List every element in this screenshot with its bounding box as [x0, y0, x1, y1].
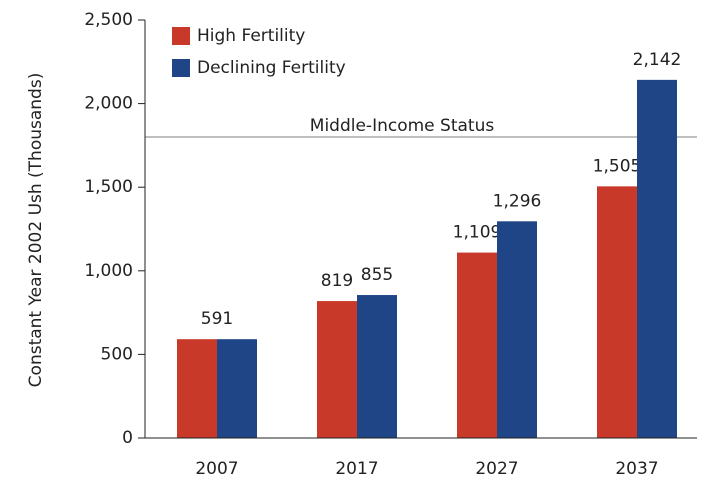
- x-tick-label: 2007: [195, 459, 238, 479]
- bar: [457, 252, 497, 438]
- bar: [597, 186, 637, 438]
- x-tick-label: 2037: [615, 459, 658, 479]
- y-tick-label: 500: [101, 344, 133, 364]
- value-label: 1,296: [493, 191, 542, 211]
- legend-swatch: [172, 59, 190, 77]
- value-label: 2,142: [633, 50, 682, 70]
- x-tick-label: 2027: [475, 459, 518, 479]
- y-tick-label: 2,500: [84, 10, 133, 30]
- value-label: 1,505: [593, 156, 642, 176]
- reference-label: Middle-Income Status: [310, 116, 495, 136]
- legend-label: Declining Fertility: [197, 58, 346, 78]
- y-tick-label: 0: [122, 428, 133, 448]
- value-label: 819: [321, 271, 353, 291]
- y-tick-label: 2,000: [84, 94, 133, 114]
- value-label: 855: [361, 265, 393, 285]
- bar: [497, 221, 537, 438]
- y-tick-label: 1,000: [84, 261, 133, 281]
- value-label: 591: [201, 309, 233, 329]
- legend-label: High Fertility: [197, 26, 305, 46]
- bar: [357, 295, 397, 438]
- legend-swatch: [172, 27, 190, 45]
- bar: [637, 79, 677, 438]
- y-axis-label: Constant Year 2002 Ush (Thousands): [26, 73, 46, 388]
- bar: [217, 339, 257, 438]
- bar: [177, 339, 217, 438]
- bar: [317, 301, 357, 438]
- y-tick-label: 1,500: [84, 177, 133, 197]
- value-label: 1,109: [453, 223, 502, 243]
- x-tick-label: 2017: [335, 459, 378, 479]
